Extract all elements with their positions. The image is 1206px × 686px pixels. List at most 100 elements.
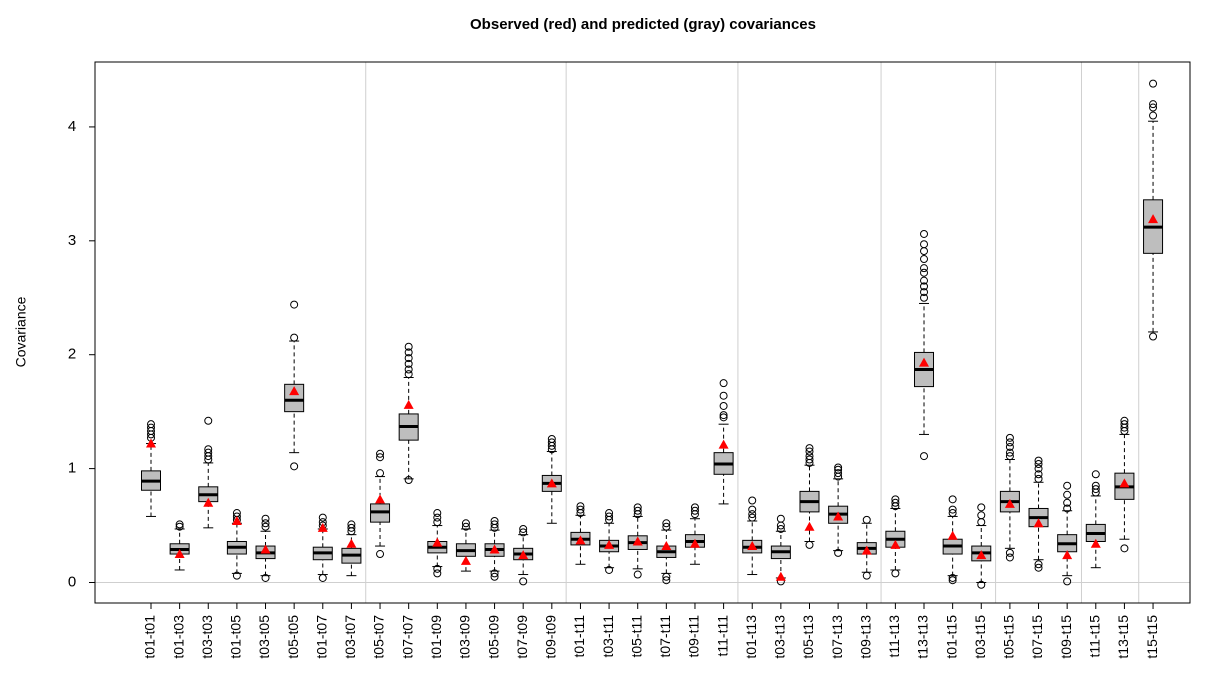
x-tick-label: t07-t15: [1029, 615, 1045, 659]
observed-marker: [575, 535, 586, 545]
outlier: [347, 523, 356, 532]
outlier: [748, 505, 757, 514]
observed-marker: [489, 544, 500, 554]
outlier: [1091, 470, 1100, 479]
outlier: [1034, 560, 1043, 569]
y-tick-label: 3: [68, 232, 76, 249]
x-tick-label: t05-t15: [1001, 615, 1017, 659]
x-tick-label: t11-t11: [714, 615, 730, 657]
x-tick-label: t11-t13: [886, 615, 902, 658]
x-tick-label: t01-t11: [571, 615, 587, 658]
outlier: [1063, 504, 1072, 513]
outlier: [776, 524, 785, 533]
outlier: [490, 520, 499, 529]
outlier: [547, 434, 556, 443]
outlier: [1005, 433, 1014, 442]
outlier: [891, 495, 900, 504]
outlier: [1149, 111, 1158, 120]
outlier: [376, 550, 385, 559]
outlier: [920, 282, 929, 291]
outlier: [805, 444, 814, 453]
observed-marker: [1033, 518, 1044, 528]
outlier: [1005, 438, 1014, 447]
outlier: [862, 515, 871, 524]
y-tick-label: 1: [68, 460, 76, 477]
outlier: [662, 572, 671, 581]
outlier: [147, 423, 155, 432]
x-tick-label: t01-t09: [428, 615, 444, 659]
x-tick-label: t07-t11: [657, 615, 673, 658]
outlier: [920, 276, 929, 285]
outlier: [891, 498, 900, 507]
observed-marker: [747, 541, 758, 551]
outlier: [404, 354, 413, 363]
x-tick-label: t01-t05: [228, 615, 244, 659]
outlier: [433, 564, 442, 573]
x-tick-label: t03-t09: [457, 615, 473, 659]
outlier: [977, 580, 986, 589]
x-tick-label: t01-t01: [142, 615, 158, 659]
outlier: [1063, 490, 1072, 499]
outlier: [1091, 485, 1100, 494]
outlier: [1005, 442, 1014, 451]
observed-marker: [403, 399, 414, 409]
observed-marker: [260, 544, 271, 554]
outlier: [948, 505, 957, 514]
outlier: [1149, 103, 1158, 112]
outlier: [1063, 481, 1072, 490]
observed-marker: [146, 438, 156, 448]
observed-marker: [460, 555, 471, 565]
x-tick-label: t01-t03: [170, 615, 186, 659]
observed-marker: [804, 521, 815, 531]
outlier: [1034, 460, 1043, 469]
outlier: [920, 452, 929, 461]
outlier: [318, 573, 327, 582]
observed-marker: [1062, 550, 1073, 560]
outlier: [547, 438, 556, 447]
observed-marker: [861, 545, 872, 555]
outlier: [490, 569, 499, 578]
observed-marker: [375, 494, 386, 504]
x-tick-label: t09-t11: [686, 615, 702, 658]
outlier: [1034, 474, 1043, 483]
outlier: [920, 264, 929, 273]
x-tick-label: t07-t13: [829, 615, 845, 659]
outlier: [948, 495, 957, 504]
outlier: [576, 505, 585, 514]
outlier: [834, 465, 843, 474]
outlier: [376, 449, 385, 458]
observed-marker: [518, 550, 529, 560]
outlier: [232, 571, 241, 580]
y-tick-label: 0: [68, 573, 76, 590]
outlier: [519, 524, 528, 533]
x-tick-label: t03-t03: [199, 615, 215, 659]
x-tick-label: t07-t07: [399, 615, 415, 659]
outlier: [662, 519, 671, 528]
outlier: [1005, 548, 1014, 557]
observed-marker: [919, 357, 930, 367]
x-tick-label: t05-t11: [628, 615, 644, 658]
outlier: [605, 512, 614, 521]
outlier: [576, 502, 585, 511]
outlier: [834, 469, 843, 478]
outlier: [1005, 452, 1014, 461]
outlier: [690, 503, 699, 512]
outlier: [662, 522, 671, 531]
outlier: [461, 519, 470, 528]
outlier: [433, 518, 442, 527]
outlier: [633, 570, 642, 579]
outlier: [719, 401, 728, 410]
x-tick-label: t01-t15: [943, 615, 959, 659]
outlier: [977, 503, 986, 512]
outlier: [1034, 563, 1043, 572]
outlier: [147, 420, 155, 429]
x-tick-label: t13-t13: [915, 615, 931, 659]
outlier: [805, 452, 814, 461]
observed-marker: [947, 530, 958, 540]
observed-marker: [317, 522, 328, 532]
x-tick-label: t05-t05: [285, 615, 301, 659]
outlier: [805, 447, 814, 456]
outlier: [776, 514, 785, 523]
outlier: [920, 293, 929, 302]
